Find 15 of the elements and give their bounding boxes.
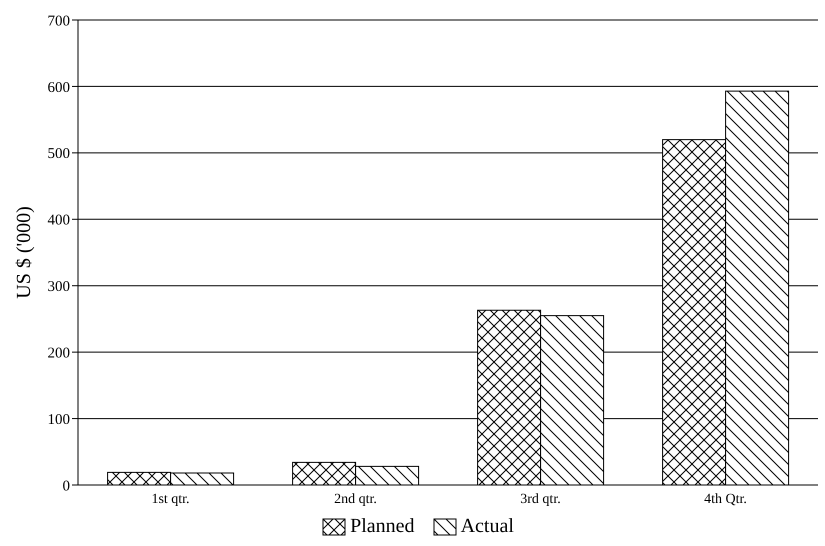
x-tick-label: 3rd qtr. xyxy=(520,492,561,507)
y-tick-label: 300 xyxy=(48,279,70,296)
y-tick-label: 500 xyxy=(48,146,70,162)
y-axis-title: US $ ('000) xyxy=(13,206,36,299)
y-tick-label: 100 xyxy=(48,412,70,428)
x-tick-label: 1st qtr. xyxy=(151,492,190,507)
y-tick-label: 400 xyxy=(48,212,70,229)
y-tick-label: 700 xyxy=(48,13,70,30)
legend-label: Actual xyxy=(460,515,514,538)
y-tick-label: 0 xyxy=(62,478,70,494)
x-tick-label: 2nd qtr. xyxy=(334,492,377,507)
legend-label: Planned xyxy=(349,515,415,538)
x-tick-label: 4th Qtr. xyxy=(704,492,747,507)
y-tick-label: 200 xyxy=(48,345,70,362)
y-tick-label: 600 xyxy=(48,80,70,96)
